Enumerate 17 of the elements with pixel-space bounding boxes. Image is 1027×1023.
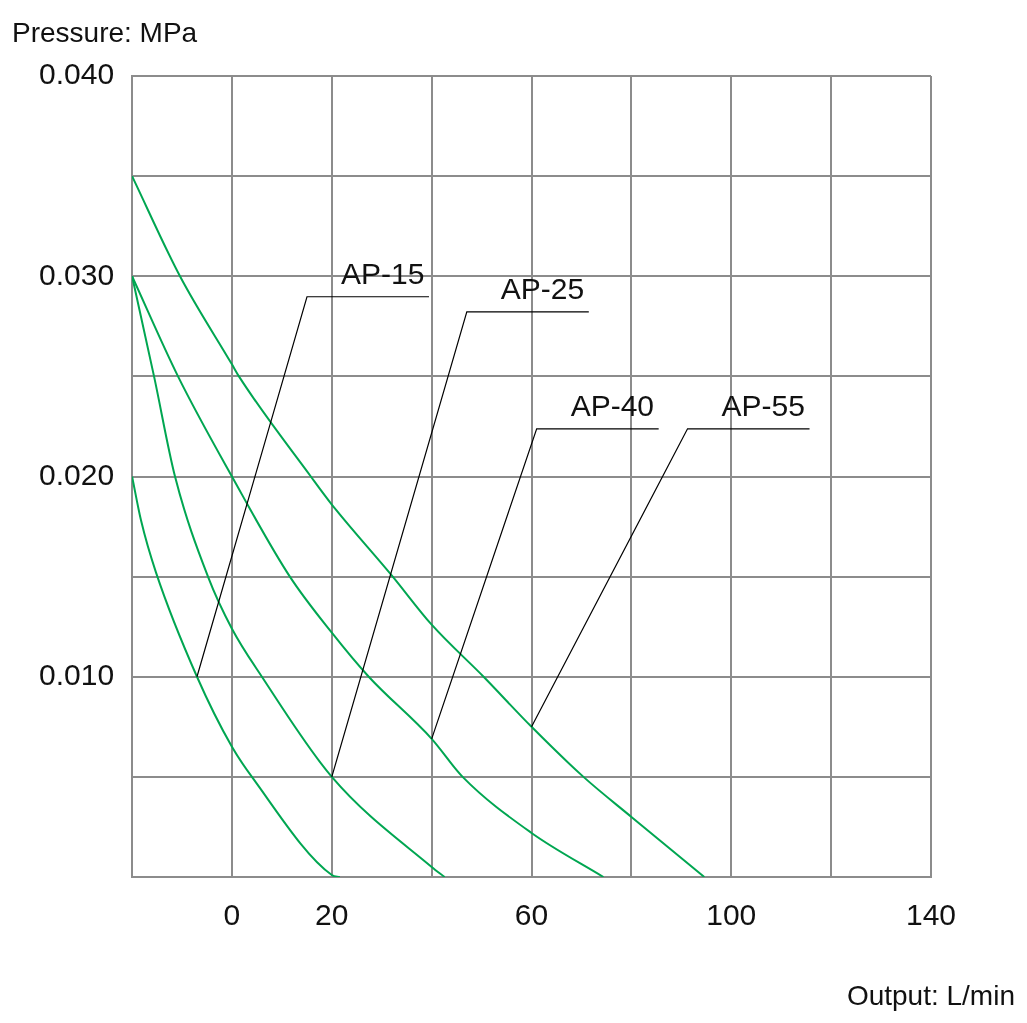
text: AP-55 (721, 389, 805, 423)
y-tick-label: 0.030 (39, 257, 115, 291)
x-tick-label: 20 (315, 898, 349, 932)
x-tick-label: 60 (514, 898, 549, 932)
x-tick-label: 140 (905, 898, 957, 932)
y-axis-title: Pressure: MPa (12, 16, 198, 48)
x-tick-label: 0 (223, 898, 241, 932)
x-tick-label: 100 (706, 898, 757, 932)
text: AP-25 (500, 272, 585, 306)
y-tick-label: 0.010 (39, 658, 115, 692)
line-series (132, 175, 706, 877)
x-axis-title: Output: L/min (846, 979, 1015, 1011)
y-tick-label: 0.040 (39, 57, 115, 91)
y-tick-label: 0.020 (39, 457, 115, 491)
text: AP-40 (570, 389, 655, 423)
text: AP-15 (340, 257, 425, 291)
line-series (132, 475, 341, 877)
